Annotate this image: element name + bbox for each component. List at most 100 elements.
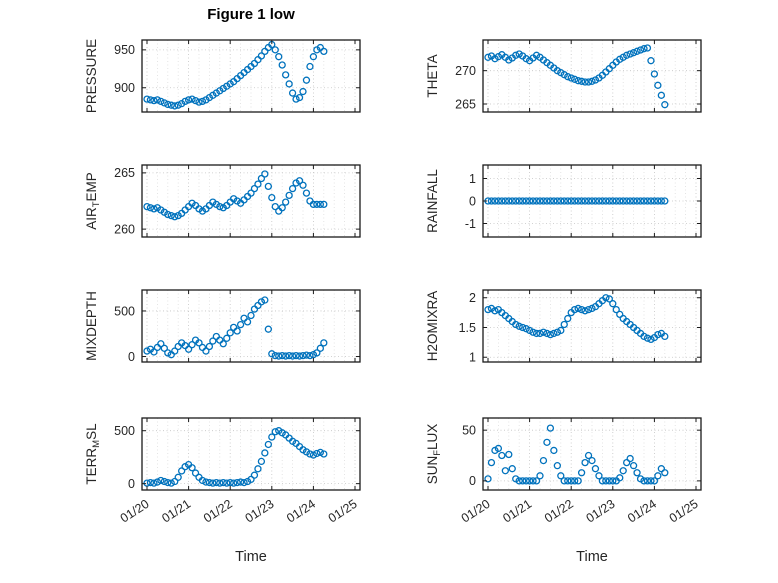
data-point <box>602 197 610 205</box>
data-point <box>536 197 544 205</box>
data-point <box>609 477 617 485</box>
data-point <box>150 479 158 487</box>
data-point <box>539 328 548 336</box>
data-point <box>316 448 325 457</box>
data-point <box>257 457 266 466</box>
data-point <box>567 197 575 205</box>
data-point <box>209 479 217 487</box>
data-point <box>146 96 155 104</box>
data-point <box>316 344 325 352</box>
data-point <box>212 332 220 341</box>
data-point <box>494 197 503 205</box>
data-point <box>557 472 565 480</box>
x-axis-label-right: Time <box>576 549 608 565</box>
data-point <box>560 320 568 329</box>
data-point <box>233 478 241 487</box>
data-point <box>640 477 648 485</box>
data-point <box>522 325 530 333</box>
data-point <box>160 344 168 352</box>
data-point <box>654 197 662 205</box>
data-point <box>643 197 652 205</box>
data-point <box>581 78 589 86</box>
data-point <box>174 101 182 109</box>
data-point <box>160 477 168 486</box>
data-point <box>216 479 224 487</box>
data-point <box>205 478 214 487</box>
data-point <box>657 91 665 99</box>
data-point <box>550 197 558 205</box>
data-point <box>146 478 155 487</box>
data-point <box>484 475 492 483</box>
y-tick-label: 50 <box>462 423 476 437</box>
data-point <box>299 87 307 96</box>
y-tick-label: 500 <box>114 424 135 438</box>
data-point <box>292 95 300 103</box>
data-point <box>636 46 645 54</box>
data-point <box>588 197 596 205</box>
data-point <box>532 329 541 338</box>
data-point <box>525 197 534 205</box>
data-point <box>654 81 662 89</box>
data-point <box>261 296 269 304</box>
data-point <box>605 477 613 485</box>
data-point <box>581 458 589 467</box>
data-point <box>484 53 492 61</box>
data-point <box>212 478 220 487</box>
data-point <box>264 182 273 191</box>
scatter-series-sun_flux <box>484 424 669 485</box>
data-point <box>320 200 328 209</box>
data-point <box>564 314 572 323</box>
data-point <box>577 77 586 85</box>
data-point <box>198 476 207 485</box>
data-point <box>564 197 572 205</box>
data-point <box>522 197 530 205</box>
data-point <box>288 89 297 97</box>
data-point <box>546 424 555 432</box>
data-point <box>268 433 276 441</box>
data-point <box>177 467 186 475</box>
data-point <box>650 477 659 485</box>
data-point <box>643 334 652 342</box>
data-point <box>313 449 321 458</box>
data-point <box>302 351 311 359</box>
data-point <box>164 478 172 487</box>
data-point <box>153 478 162 486</box>
y-tick-label: 900 <box>114 81 135 95</box>
data-point <box>261 449 269 457</box>
data-point <box>543 329 551 338</box>
data-point <box>595 472 603 480</box>
y-tick-label: 1 <box>469 172 476 186</box>
data-point <box>254 180 262 188</box>
data-point <box>661 332 669 341</box>
axes-box <box>141 289 361 363</box>
data-point <box>557 197 565 205</box>
data-point <box>525 477 534 485</box>
data-point <box>306 62 314 71</box>
data-point <box>629 462 638 470</box>
data-point <box>254 56 262 64</box>
data-point <box>261 47 269 56</box>
y-tick-label: 950 <box>114 43 135 57</box>
data-point <box>657 197 665 205</box>
data-point <box>498 197 506 205</box>
data-point <box>626 197 634 205</box>
data-point <box>188 464 196 472</box>
data-point <box>160 99 168 107</box>
y-axis-label-sun_flux: SUNFLUX <box>425 424 443 485</box>
scatter-series-h2omixra <box>484 294 669 344</box>
data-point <box>195 98 203 106</box>
y-tick-label: 0 <box>469 194 476 208</box>
data-point <box>271 428 279 436</box>
data-point <box>309 351 318 359</box>
axes-box <box>482 417 702 491</box>
data-point <box>543 197 551 205</box>
data-point <box>532 477 541 485</box>
data-point <box>629 197 638 205</box>
data-point <box>250 184 259 193</box>
scatter-series-rainfall <box>484 197 669 205</box>
data-point <box>302 189 311 197</box>
axes-box <box>482 39 702 113</box>
data-point <box>143 202 151 211</box>
data-point <box>529 328 537 336</box>
data-point <box>588 304 596 313</box>
